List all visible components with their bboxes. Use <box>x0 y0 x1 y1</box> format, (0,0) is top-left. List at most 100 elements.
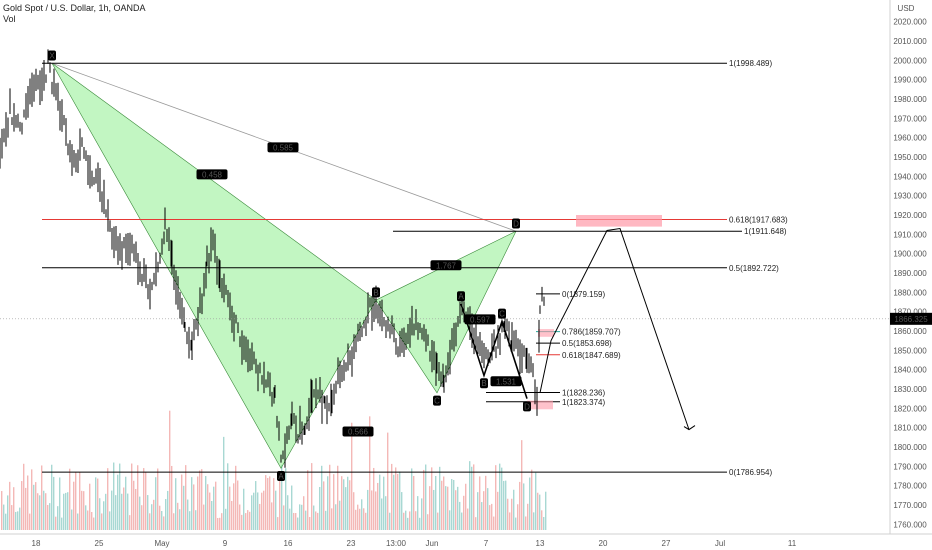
volume-bar <box>217 517 219 530</box>
fib-level-label: 1(1828.236) <box>562 388 605 397</box>
volume-bar <box>495 465 497 530</box>
volume-bar <box>183 485 185 530</box>
volume-bar <box>491 503 493 530</box>
volume-bar <box>301 504 303 530</box>
volume-bar <box>103 501 105 530</box>
volume-bar <box>177 502 179 530</box>
volume-bar <box>369 416 371 530</box>
volume-bar <box>379 474 381 530</box>
volume-bar <box>225 508 227 530</box>
volume-bar <box>135 488 137 530</box>
pattern-point-label-badge <box>433 395 441 406</box>
volume-bar <box>347 476 349 530</box>
volume-bar <box>391 463 393 530</box>
y-tick-label: 1900.000 <box>893 250 927 259</box>
volume-bar <box>437 512 439 530</box>
volume-bar <box>443 476 445 530</box>
price-candles <box>0 49 545 468</box>
volume-bar <box>97 478 99 530</box>
volume-bar <box>109 511 111 530</box>
volume-bar <box>365 512 367 530</box>
volume-bar <box>485 475 487 530</box>
volume-bar <box>481 502 483 530</box>
volume-bar <box>289 508 291 530</box>
volume-bar <box>237 480 239 530</box>
volume-bar <box>359 508 361 530</box>
last-price-label: 1866.325 <box>894 315 928 324</box>
volume-bar <box>411 468 413 530</box>
volume-bar <box>545 491 547 530</box>
projection-arrowhead <box>683 425 696 431</box>
small-point-label-badge <box>457 291 465 302</box>
volume-bar <box>465 483 467 530</box>
volume-bar <box>467 508 469 530</box>
fib-level-label: 0(1879.159) <box>562 290 605 299</box>
symbol-title[interactable]: Gold Spot / U.S. Dollar, 1h, OANDA <box>3 3 146 13</box>
volume-bar <box>55 516 57 530</box>
volume-bar <box>339 500 341 530</box>
volume-bar <box>23 463 25 530</box>
ratio-label-badge <box>267 142 299 153</box>
fib-level-label: 1(1911.648) <box>744 227 787 236</box>
volume-bar <box>257 492 259 530</box>
volume-bar <box>203 504 205 530</box>
x-tick-label: 23 <box>347 539 356 548</box>
volume-bar <box>261 492 263 530</box>
volume-bars <box>1 410 547 530</box>
volume-bar <box>189 511 191 530</box>
y-tick-label: 1870.000 <box>893 308 927 317</box>
volume-bar <box>37 493 39 530</box>
volume-bar <box>421 498 423 530</box>
volume-bar <box>185 465 187 530</box>
volume-bar <box>145 472 147 530</box>
volume-bar <box>105 493 107 530</box>
fib-level-label: 0(1786.954) <box>729 468 772 477</box>
y-tick-label: 1820.000 <box>893 404 927 413</box>
volume-bar <box>513 489 515 530</box>
y-tick-label: 1770.000 <box>893 501 927 510</box>
volume-bar <box>93 517 95 530</box>
y-tick-label: 1810.000 <box>893 424 927 433</box>
volume-bar <box>159 505 161 530</box>
volume-bar <box>389 512 391 530</box>
volume-bar <box>527 503 529 530</box>
volume-bar <box>223 436 225 530</box>
volume-bar <box>473 464 475 530</box>
volume-bar <box>341 476 343 530</box>
volume-bar <box>193 484 195 530</box>
y-tick-label: 1970.000 <box>893 114 927 123</box>
volume-bar <box>543 516 545 530</box>
volume-bar <box>355 509 357 530</box>
volume-bar <box>95 477 97 530</box>
volume-bar <box>483 491 485 530</box>
volume-bar <box>415 511 417 530</box>
volume-bar <box>329 464 331 530</box>
volume-bar <box>89 483 91 530</box>
small-point-label-badge <box>523 401 531 412</box>
volume-bar <box>303 496 305 530</box>
x-tick-label: 20 <box>599 539 608 548</box>
x-tick-label: 9 <box>223 539 228 548</box>
y-tick-label: 1760.000 <box>893 520 927 529</box>
volume-bar <box>263 490 265 530</box>
y-tick-label: 1990.000 <box>893 76 927 85</box>
y-tick-label: 1880.000 <box>893 288 927 297</box>
volume-bar <box>397 474 399 530</box>
volume-bar <box>51 464 53 530</box>
volume-bar <box>87 510 89 530</box>
volume-bar <box>39 495 41 530</box>
volume-bar <box>463 495 465 530</box>
ratio-label-text: 0.458 <box>202 170 223 179</box>
volume-bar <box>455 490 457 530</box>
pattern-point-label-badge <box>512 218 520 229</box>
small-point-label-text: B <box>481 379 486 388</box>
volume-bar <box>1 491 3 530</box>
volume-bar <box>517 504 519 530</box>
volume-bar <box>419 517 421 530</box>
volume-bar <box>399 471 401 530</box>
volume-bar <box>17 511 19 530</box>
volume-bar <box>133 480 135 530</box>
small-point-label-text: C <box>499 310 505 319</box>
volume-bar <box>73 481 75 530</box>
